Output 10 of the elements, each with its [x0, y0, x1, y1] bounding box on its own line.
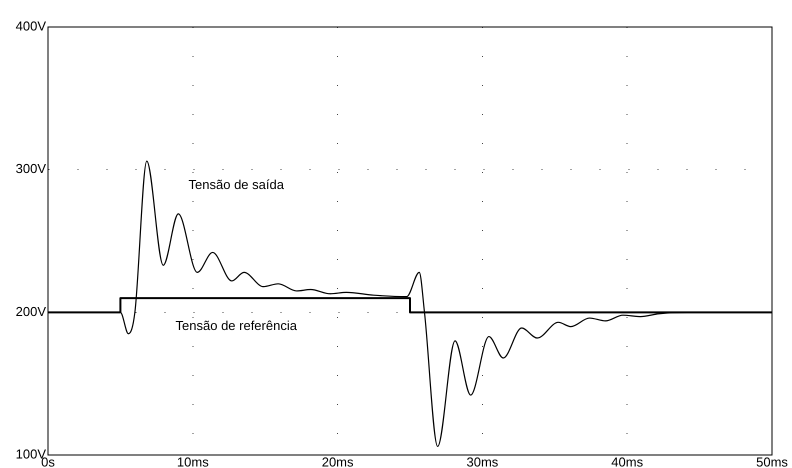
- series-label: Tensão de saída: [188, 176, 285, 192]
- x-tick-label: 10ms: [176, 454, 210, 468]
- x-tick-label: 30ms: [466, 454, 499, 468]
- x-tick-label: 20ms: [322, 454, 354, 468]
- y-tick-label: 200V: [16, 304, 46, 319]
- y-tick-label: 300V: [16, 161, 46, 176]
- y-tick-label: 400V: [16, 18, 46, 34]
- series-label: Tensão de referência: [176, 318, 298, 334]
- x-tick-label: 40ms: [611, 454, 644, 468]
- x-tick-label: 50ms: [756, 454, 788, 468]
